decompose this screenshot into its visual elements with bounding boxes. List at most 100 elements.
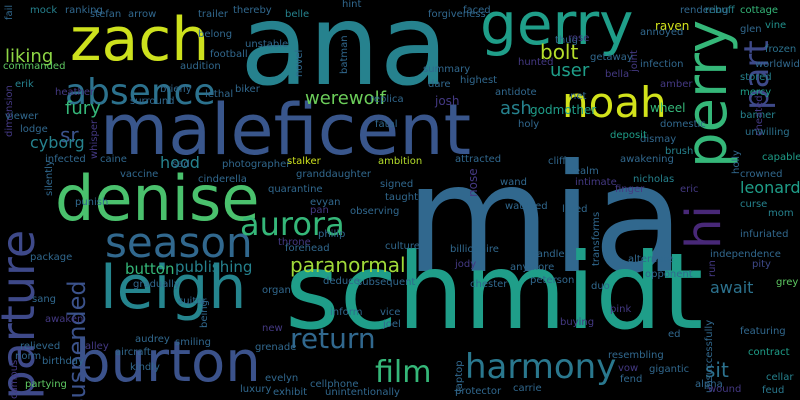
cloud-word: fury [65, 98, 101, 119]
cloud-word: transforms [591, 211, 602, 266]
cloud-word: nose [466, 168, 480, 197]
cloud-word: inform [330, 307, 363, 318]
cloud-word: stefan [90, 9, 122, 20]
cloud-word: vow [618, 363, 639, 374]
cloud-word: batman [339, 35, 350, 74]
cloud-word: vice [380, 307, 401, 318]
cloud-word: nicholas [633, 174, 675, 185]
cloud-word: holy [518, 119, 540, 130]
cloud-word: attracted [455, 154, 502, 165]
cloud-word: mock [30, 5, 58, 16]
cloud-word: cinderella [198, 174, 247, 185]
cloud-word: trailer [198, 9, 228, 20]
cloud-word: ambition [378, 156, 423, 167]
cloud-word: noah [562, 78, 667, 127]
cloud-word: biker [235, 84, 260, 95]
cloud-word: finger [615, 184, 645, 195]
cloud-word: billionaire [450, 244, 499, 255]
cloud-word: season [105, 218, 253, 267]
cloud-word: bolt [540, 40, 579, 64]
cloud-word: contract [748, 347, 790, 358]
cloud-word: partying [25, 379, 67, 390]
cloud-word: awakening [620, 154, 674, 165]
cloud-word: leigh [100, 253, 247, 323]
cloud-word: granddaughter [296, 169, 371, 180]
cloud-word: pan [310, 205, 329, 216]
cloud-word: schmidt [285, 231, 704, 353]
cloud-word: carrie [513, 383, 542, 394]
cloud-word: ash [500, 98, 532, 119]
cloud-word: publishing [175, 258, 253, 276]
cloud-word: silently [44, 160, 55, 196]
cloud-word: duo [591, 281, 610, 292]
cloud-word: eric [680, 184, 699, 195]
cloud-word: evelyn [265, 373, 299, 384]
cloud-word: vine [765, 20, 787, 31]
cloud-word: net [570, 91, 587, 102]
cloud-word: caine [100, 154, 127, 165]
cloud-word: mom [768, 208, 794, 219]
cloud-word: chandler [525, 249, 569, 260]
cloud-word: birthday [42, 356, 84, 367]
cloud-word: pity [752, 259, 771, 270]
cloud-word: raven [655, 19, 690, 33]
cloud-word: alternate [628, 254, 674, 265]
cloud-word: rose [568, 33, 590, 44]
cloud-word: thereby [233, 5, 272, 16]
cloud-word: amber [660, 79, 693, 90]
cloud-word: unwilling [745, 127, 790, 138]
cloud-word: alpha [695, 379, 723, 390]
cloud-word: gerry [480, 0, 634, 58]
cloud-word: sr [60, 123, 79, 147]
cloud-word: infuriated [740, 229, 789, 240]
cloud-word: cheated [754, 95, 765, 136]
cloud-word: forgiveness [428, 9, 486, 20]
cloud-word: kindly [130, 362, 160, 373]
cloud-word: arrow [128, 9, 157, 20]
cloud-word: pink [610, 304, 632, 315]
cloud-word: suitor [178, 296, 207, 307]
cloud-word: summary [423, 64, 471, 75]
cloud-word: maleficent [100, 89, 472, 171]
cloud-word: sad [172, 159, 190, 170]
cloud-word: zach [70, 5, 210, 75]
cloud-word: independence [710, 249, 781, 260]
cloud-word: wound [708, 384, 742, 395]
cloud-word: cyborg [30, 133, 85, 152]
cloud-word: commanded [3, 61, 66, 72]
cloud-word: return [290, 322, 376, 355]
cloud-word: hunted [518, 57, 554, 68]
cloud-word: cellar [766, 372, 794, 383]
cloud-word: sang [32, 294, 57, 305]
cloud-word: jody [455, 259, 477, 270]
cloud-word: highest [460, 75, 498, 86]
cloud-word: faced [463, 5, 491, 16]
cloud-word: organ [262, 285, 291, 296]
cloud-word: stalker [287, 156, 321, 167]
cloud-word: thug [555, 35, 578, 46]
cloud-word: featuring [740, 326, 786, 337]
cloud-word: hood [160, 153, 200, 172]
cloud-word: quarantine [268, 184, 323, 195]
cloud-word: exhibit [273, 387, 308, 398]
cloud-word: werewolf [305, 88, 386, 109]
cloud-word: luxury [240, 384, 272, 395]
cloud-word: football [210, 49, 248, 60]
cloud-word: glen [740, 24, 762, 35]
cloud-word: feud [762, 385, 785, 396]
cloud-word: buying [560, 317, 595, 328]
cloud-word: crowned [740, 169, 783, 180]
cloud-word: worldwide [755, 59, 800, 70]
cloud-word: wheel [650, 101, 686, 115]
cloud-word: paranormal [290, 253, 406, 277]
cloud-word: relieved [20, 341, 61, 352]
cloud-word: wand [500, 177, 527, 188]
cloud-word: alley [85, 341, 109, 352]
cloud-word: campus [9, 359, 20, 399]
cloud-word: watched [505, 201, 548, 212]
cloud-word: dare [428, 79, 451, 90]
cloud-word: erik [15, 79, 34, 90]
cloud-word: evyan [310, 197, 341, 208]
cloud-word: brush [665, 146, 694, 157]
